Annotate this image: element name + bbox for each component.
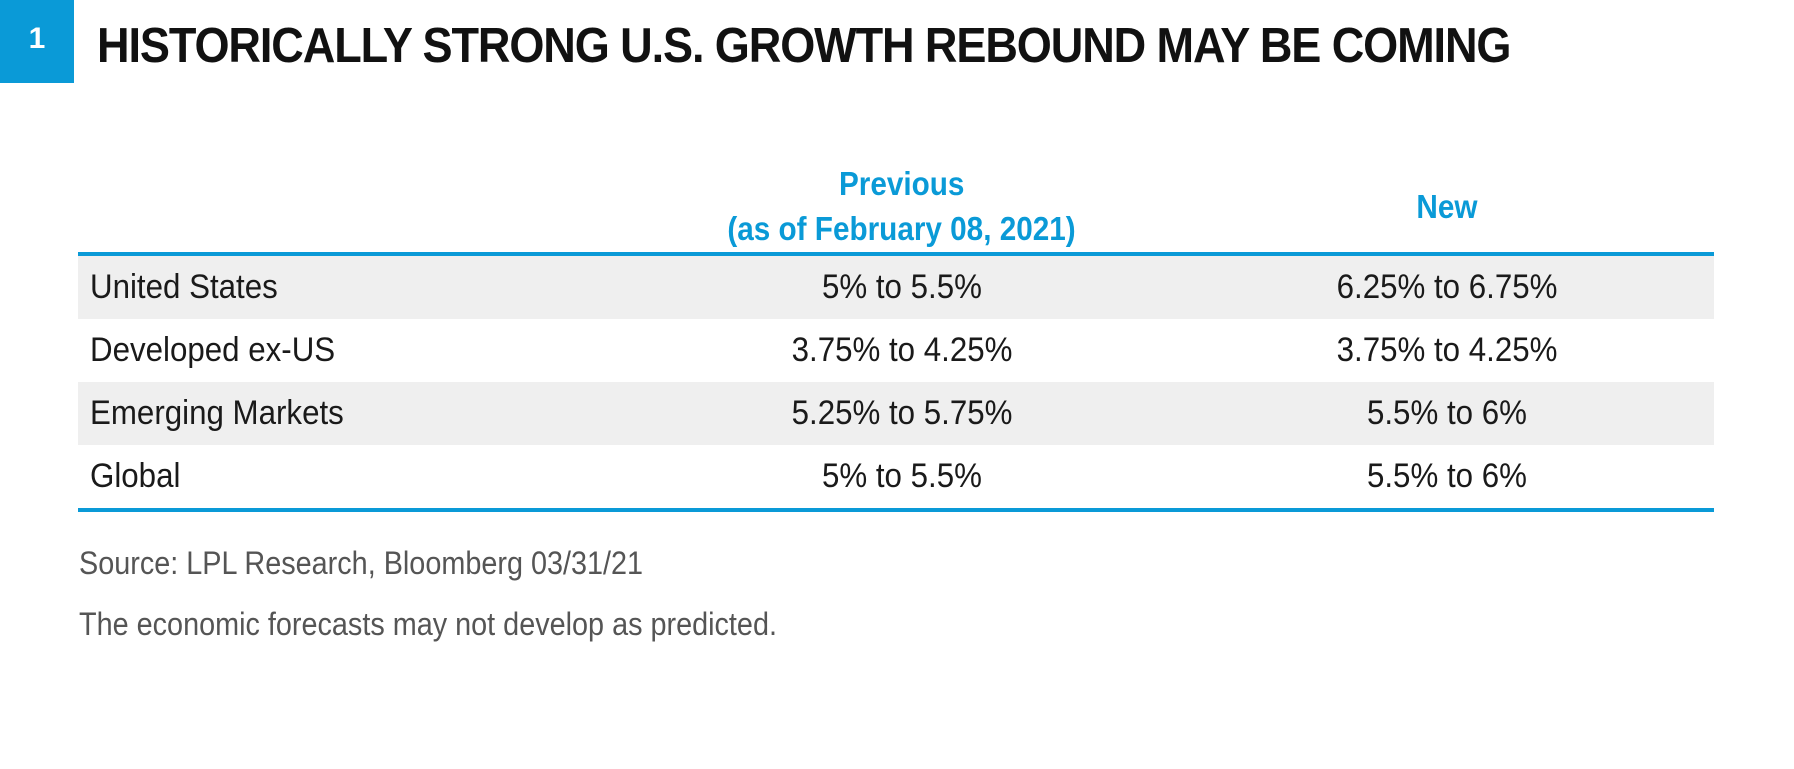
table-row: Developed ex-US 3.75% to 4.25% 3.75% to 4.… — [78, 319, 1714, 382]
previous-cell-text: 5% to 5.5% — [822, 457, 982, 495]
new-cell-text: 3.75% to 4.25% — [1336, 331, 1558, 369]
region-cell-text: Global — [90, 457, 181, 495]
region-cell-text: Developed ex-US — [90, 331, 336, 369]
region-cell: Emerging Markets — [90, 382, 366, 445]
table-row: Emerging Markets 5.25% to 5.75% 5.5% to 6% — [78, 382, 1714, 445]
header-rule — [78, 252, 1714, 256]
chart-title: HISTORICALLY STRONG U.S. GROWTH REBOUND … — [97, 19, 1511, 73]
column-header-previous-line1: Previous — [839, 165, 965, 202]
table-body: United States 5% to 5.5% 6.25% to 6.75% Dev… — [78, 256, 1714, 508]
previous-cell: 5.25% to 5.75% — [642, 382, 1162, 445]
table-row: Global 5% to 5.5% 5.5% to 6% — [78, 445, 1714, 508]
figure-number-badge: 1 — [0, 0, 74, 83]
region-cell: Global — [90, 445, 188, 508]
previous-cell: 5% to 5.5% — [642, 256, 1162, 319]
new-cell: 6.25% to 6.75% — [1197, 256, 1697, 319]
column-header-previous-line2: (as of February 08, 2021) — [727, 210, 1077, 247]
previous-cell: 3.75% to 4.25% — [642, 319, 1162, 382]
footer-rule — [78, 508, 1714, 512]
previous-cell-text: 5% to 5.5% — [822, 268, 982, 306]
source-note: Source: LPL Research, Bloomberg 03/31/21 — [79, 545, 644, 581]
previous-cell-text: 3.75% to 4.25% — [791, 331, 1013, 369]
column-header-new: New — [1197, 160, 1697, 252]
previous-cell-text: 5.25% to 5.75% — [791, 394, 1013, 432]
new-cell: 3.75% to 4.25% — [1197, 319, 1697, 382]
table-row: United States 5% to 5.5% 6.25% to 6.75% — [78, 256, 1714, 319]
column-header-previous: Previous (as of February 08, 2021) — [642, 160, 1162, 252]
previous-cell: 5% to 5.5% — [642, 445, 1162, 508]
new-cell-text: 5.5% to 6% — [1367, 394, 1527, 432]
region-cell: Developed ex-US — [90, 319, 356, 382]
forecast-table: Previous (as of February 08, 2021) New U… — [78, 160, 1714, 512]
region-cell-text: Emerging Markets — [90, 394, 344, 432]
region-cell-text: United States — [90, 268, 278, 306]
region-cell: United States — [90, 256, 294, 319]
new-cell-text: 6.25% to 6.75% — [1336, 268, 1558, 306]
new-cell: 5.5% to 6% — [1197, 445, 1697, 508]
disclaimer-note: The economic forecasts may not develop a… — [79, 606, 777, 642]
new-cell-text: 5.5% to 6% — [1367, 457, 1527, 495]
new-cell: 5.5% to 6% — [1197, 382, 1697, 445]
figure-number: 1 — [28, 21, 46, 55]
column-header-new-label: New — [1416, 187, 1478, 225]
table-header: Previous (as of February 08, 2021) New — [78, 160, 1714, 252]
